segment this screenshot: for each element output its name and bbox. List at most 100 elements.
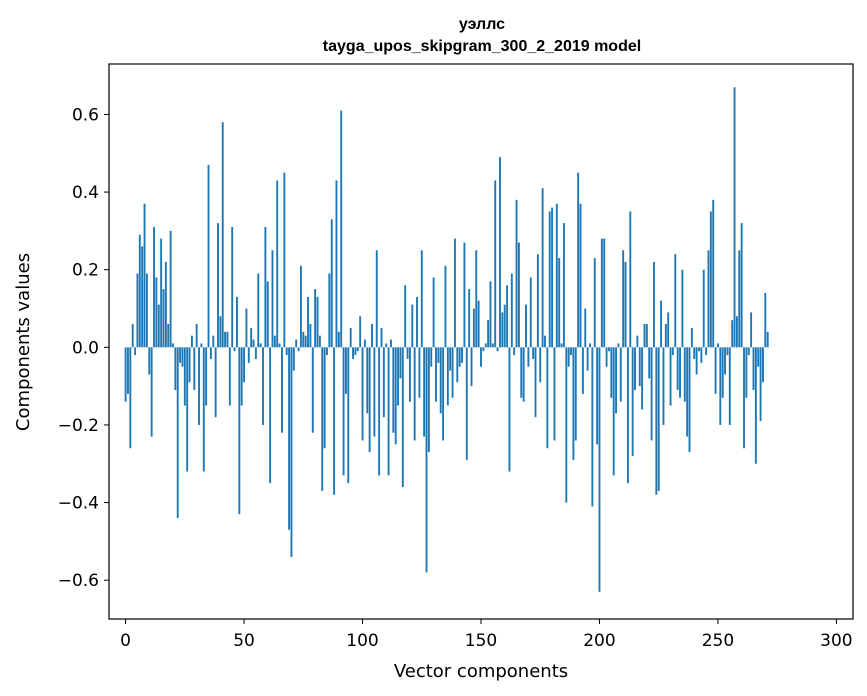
bar-119 (406, 347, 409, 359)
bar-115 (397, 347, 400, 406)
bar-105 (373, 347, 376, 437)
bar-210 (622, 250, 625, 348)
bar-137 (449, 347, 452, 371)
bar-48 (238, 347, 241, 515)
bar-9 (145, 273, 148, 348)
x-axis-label: Vector components (394, 661, 568, 682)
bar-136 (446, 347, 449, 406)
bar-156 (494, 180, 497, 348)
bar-82 (318, 335, 321, 348)
bar-37 (212, 335, 215, 348)
bar-255 (728, 347, 731, 425)
y-axis-ticks: −0.6 −0.4 −0.2 0.0 0.2 0.4 0.6 (58, 105, 109, 591)
bar-38 (214, 347, 217, 418)
bar-11 (150, 347, 153, 437)
bar-234 (679, 347, 681, 398)
bar-160 (503, 304, 506, 348)
bar-100 (361, 347, 364, 441)
bar-149 (477, 300, 480, 348)
bar-177 (544, 335, 546, 348)
bar-129 (430, 347, 433, 367)
bar-132 (437, 347, 440, 363)
bar-101 (363, 339, 366, 348)
bar-178 (546, 347, 549, 449)
bar-99 (359, 316, 362, 348)
bar-146 (470, 347, 473, 387)
bar-237 (686, 347, 689, 437)
bar-131 (435, 347, 437, 402)
x-tick-label-200: 200 (583, 631, 615, 651)
bar-62 (271, 250, 274, 348)
bar-33 (202, 347, 205, 472)
bar-184 (560, 343, 563, 348)
bar-151 (482, 347, 485, 352)
bar-27 (188, 347, 191, 383)
bar-130 (432, 277, 435, 348)
bar-269 (762, 347, 764, 383)
bar-72 (295, 339, 298, 348)
bar-204 (608, 347, 610, 352)
bar-241 (695, 347, 698, 375)
bar-114 (394, 347, 397, 445)
bar-167 (520, 347, 523, 398)
bar-140 (456, 347, 459, 383)
y-tick-label-5: 0.4 (72, 183, 99, 203)
x-tick-label-0: 0 (120, 631, 131, 651)
bar-56 (257, 273, 260, 348)
x-tick-label-300: 300 (820, 631, 852, 651)
bar-108 (380, 327, 383, 348)
bar-224 (655, 347, 658, 495)
bar-84 (323, 347, 326, 449)
bar-22 (176, 347, 179, 519)
bar-14 (157, 304, 160, 348)
bar-153 (487, 320, 490, 348)
bar-271 (766, 331, 769, 348)
bar-87 (330, 219, 333, 348)
chart-subtitle: tayga_upos_skipgram_300_2_2019 model (323, 38, 641, 55)
bar-10 (148, 347, 151, 375)
bar-19 (169, 230, 172, 348)
bar-191 (577, 172, 580, 348)
bar-67 (283, 172, 286, 348)
bar-200 (598, 347, 601, 592)
bar-41 (221, 122, 224, 348)
bar-23 (179, 347, 182, 363)
bar-46 (233, 347, 236, 352)
bar-173 (534, 347, 537, 418)
bar-165 (515, 199, 518, 348)
bar-242 (698, 347, 700, 352)
bar-73 (297, 347, 300, 352)
bar-107 (378, 347, 381, 476)
y-tick-label-1: −0.4 (58, 494, 99, 514)
bar-217 (638, 347, 641, 387)
bar-189 (572, 347, 575, 460)
bar-75 (302, 331, 305, 348)
bar-199 (596, 347, 599, 445)
bar-182 (555, 203, 558, 348)
bar-233 (676, 347, 679, 391)
bar-113 (392, 347, 395, 433)
bar-80 (314, 289, 317, 348)
bar-42 (224, 331, 227, 348)
bar-110 (385, 343, 388, 348)
bar-5 (136, 273, 139, 348)
bar-263 (747, 347, 750, 356)
bar-216 (636, 335, 639, 348)
y-tick-label-6: 0.6 (72, 105, 99, 125)
bar-79 (311, 347, 314, 433)
bar-139 (453, 238, 456, 348)
bar-155 (491, 343, 494, 348)
bar-16 (162, 289, 165, 348)
bar-198 (593, 258, 596, 348)
bar-3 (131, 324, 134, 348)
bar-203 (605, 347, 608, 367)
bar-52 (247, 347, 250, 363)
x-tick-label-100: 100 (346, 631, 378, 651)
bar-50 (243, 347, 246, 383)
bar-163 (510, 273, 513, 348)
bar-150 (480, 347, 482, 367)
bar-169 (525, 304, 527, 348)
bar-206 (612, 347, 615, 476)
bar-51 (245, 308, 248, 348)
